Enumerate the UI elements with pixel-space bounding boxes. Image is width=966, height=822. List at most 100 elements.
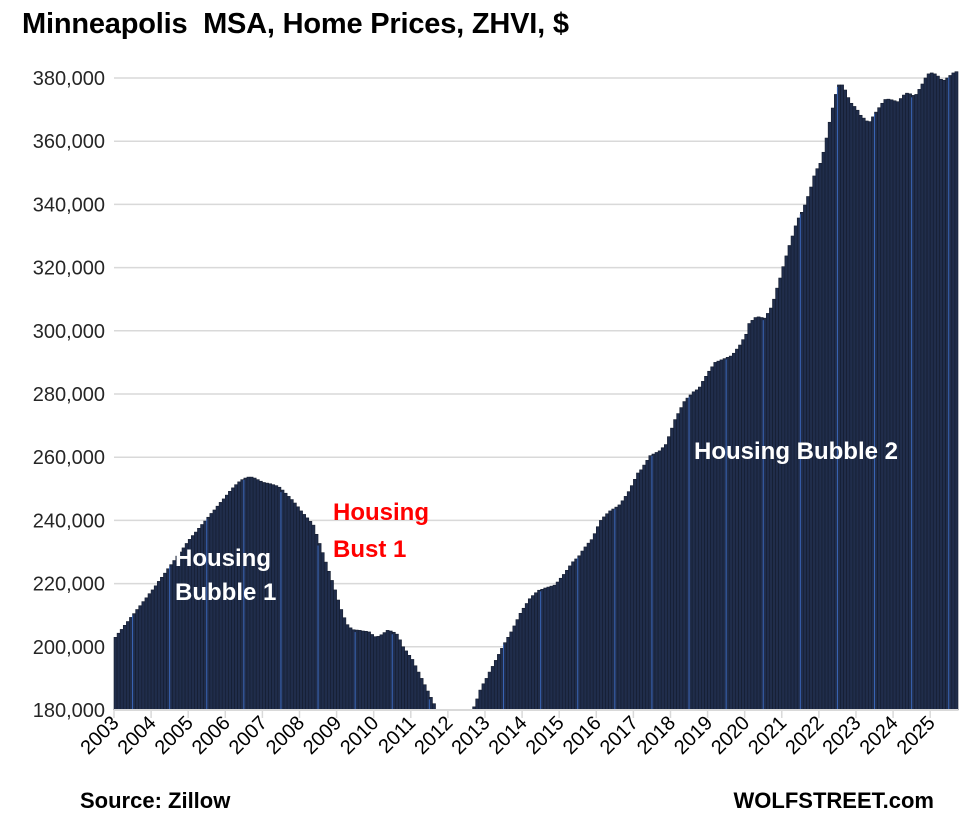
bar <box>293 502 297 711</box>
bar <box>592 533 597 711</box>
x-tick-label: 2011 <box>374 712 420 758</box>
bar <box>939 78 943 711</box>
y-tick-label: 200,000 <box>33 637 105 659</box>
bar <box>481 683 486 711</box>
bar <box>546 586 551 711</box>
source-note: Source: Zillow <box>80 788 231 813</box>
y-axis-labels: 180,000 200,000 220,000 240,000 260,000 280,0… <box>33 68 105 722</box>
bar <box>645 460 650 711</box>
annotation-bubble-1-line1: Housing <box>175 545 271 572</box>
x-axis <box>113 709 958 718</box>
bar <box>914 94 919 711</box>
bar <box>849 102 854 711</box>
bar <box>524 603 529 711</box>
bar <box>877 107 882 711</box>
bar <box>905 92 909 711</box>
bar <box>620 500 625 711</box>
bar <box>178 551 183 711</box>
bar <box>144 597 149 711</box>
year-lines <box>132 77 950 710</box>
bar <box>617 504 622 711</box>
bar <box>311 524 316 711</box>
x-tick-label: 2014 <box>485 712 532 759</box>
y-tick-label: 380,000 <box>33 68 105 90</box>
bar <box>855 109 860 711</box>
bar <box>401 646 405 711</box>
x-tick-label: 2012 <box>410 712 457 759</box>
bar <box>549 585 554 711</box>
bar <box>521 607 526 711</box>
bar <box>898 98 903 711</box>
y-tick-label: 240,000 <box>33 510 105 532</box>
bar <box>561 574 566 711</box>
x-tick-label: 2008 <box>262 712 309 759</box>
bar <box>327 570 331 711</box>
bar <box>422 684 427 711</box>
x-tick-label: 2013 <box>448 712 495 759</box>
bar <box>880 102 885 711</box>
bar <box>323 561 328 711</box>
bar <box>670 427 674 711</box>
x-tick-label: 2015 <box>522 712 569 759</box>
x-tick-label: 2019 <box>670 712 717 759</box>
bar <box>701 381 705 711</box>
bar <box>308 521 313 711</box>
bar <box>787 245 792 711</box>
bar <box>286 496 291 711</box>
bar <box>126 621 130 711</box>
bar <box>629 485 634 711</box>
bar <box>484 678 489 711</box>
bar <box>818 163 823 711</box>
annotations: Housing Bubble 1 Housing Bust 1 Housing … <box>175 438 898 606</box>
bar <box>636 472 640 711</box>
x-tick-label: 2018 <box>633 712 680 759</box>
bar <box>509 631 514 711</box>
x-tick-label: 2016 <box>559 712 606 759</box>
bar <box>147 593 152 711</box>
bar <box>413 665 418 711</box>
bar <box>920 83 925 711</box>
bar <box>163 572 167 711</box>
bar <box>122 625 127 711</box>
bar <box>713 362 718 711</box>
x-tick-label: 2009 <box>299 712 346 759</box>
annotation-bubble-2: Housing Bubble 2 <box>694 438 898 465</box>
bar <box>215 505 220 711</box>
bar <box>404 650 408 711</box>
bar <box>790 235 795 711</box>
bar <box>302 514 306 711</box>
bar <box>902 94 906 711</box>
x-tick-label: 2004 <box>114 712 161 759</box>
brand-watermark: WOLFSTREET.com <box>734 788 934 813</box>
bar <box>160 576 164 711</box>
bar <box>735 348 739 711</box>
x-tick-label: 2022 <box>781 712 828 759</box>
bar <box>781 266 786 711</box>
bar <box>534 592 538 711</box>
bar <box>707 370 711 711</box>
bar <box>747 323 752 711</box>
bar <box>858 114 863 711</box>
bar <box>769 307 773 711</box>
bar <box>605 513 609 711</box>
bar <box>589 539 594 711</box>
bar <box>506 637 511 711</box>
bar <box>367 631 371 711</box>
bar <box>357 630 362 711</box>
bar <box>830 107 835 711</box>
x-tick-label: 2021 <box>744 712 791 759</box>
x-tick-label: 2017 <box>596 712 643 759</box>
bar <box>728 355 733 711</box>
bar <box>407 655 412 711</box>
bar <box>330 580 334 711</box>
bar <box>289 499 294 711</box>
bar <box>571 561 575 711</box>
bar <box>923 77 928 711</box>
bar <box>555 581 560 711</box>
bar <box>716 360 721 711</box>
bar <box>370 634 374 711</box>
bar <box>156 581 161 711</box>
bar <box>490 666 495 711</box>
x-tick-label: 2025 <box>893 712 940 759</box>
